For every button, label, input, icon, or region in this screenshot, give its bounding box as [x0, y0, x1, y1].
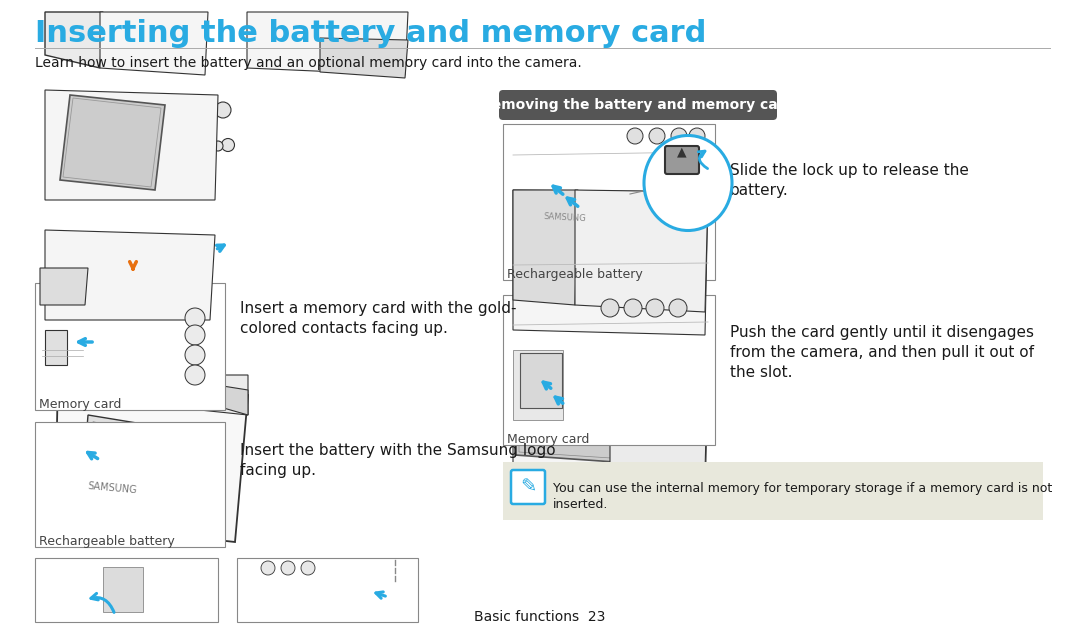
FancyBboxPatch shape: [35, 283, 225, 410]
Text: Memory card: Memory card: [507, 433, 590, 446]
Polygon shape: [575, 190, 708, 312]
Text: Rechargeable battery: Rechargeable battery: [507, 268, 643, 281]
Circle shape: [221, 139, 234, 151]
Circle shape: [215, 102, 231, 118]
Polygon shape: [80, 415, 210, 534]
Circle shape: [669, 299, 687, 317]
FancyBboxPatch shape: [237, 558, 418, 622]
Polygon shape: [40, 268, 87, 305]
Polygon shape: [45, 12, 103, 68]
Circle shape: [185, 308, 205, 328]
Circle shape: [646, 299, 664, 317]
Circle shape: [213, 141, 222, 151]
Text: ▲: ▲: [677, 146, 687, 159]
Text: Rechargeable battery: Rechargeable battery: [39, 535, 175, 548]
Text: SAMSUNG: SAMSUNG: [86, 481, 137, 495]
Text: colored contacts facing up.: colored contacts facing up.: [240, 321, 448, 336]
FancyBboxPatch shape: [35, 422, 225, 547]
Text: Basic functions  23: Basic functions 23: [474, 610, 606, 624]
Circle shape: [261, 561, 275, 575]
Text: ✎: ✎: [519, 478, 536, 496]
FancyBboxPatch shape: [35, 558, 218, 622]
Text: Inserting the battery and memory card: Inserting the battery and memory card: [35, 18, 706, 47]
Text: battery.: battery.: [730, 183, 788, 198]
Text: Removing the battery and memory card: Removing the battery and memory card: [482, 98, 795, 112]
Polygon shape: [185, 380, 248, 415]
Circle shape: [649, 128, 665, 144]
Polygon shape: [55, 375, 248, 542]
Text: Memory card: Memory card: [39, 398, 121, 411]
Circle shape: [689, 128, 705, 144]
FancyBboxPatch shape: [503, 295, 715, 445]
FancyBboxPatch shape: [503, 124, 715, 280]
Polygon shape: [320, 38, 408, 78]
Polygon shape: [85, 422, 205, 530]
Text: inserted.: inserted.: [553, 498, 608, 511]
FancyBboxPatch shape: [503, 462, 1043, 520]
FancyBboxPatch shape: [499, 90, 777, 120]
Circle shape: [185, 325, 205, 345]
Text: facing up.: facing up.: [240, 463, 316, 478]
Polygon shape: [513, 190, 578, 305]
Polygon shape: [247, 12, 408, 75]
Ellipse shape: [644, 135, 732, 231]
Circle shape: [301, 561, 315, 575]
Polygon shape: [45, 230, 215, 320]
Text: You can use the internal memory for temporary storage if a memory card is not: You can use the internal memory for temp…: [553, 482, 1052, 495]
Text: Insert a memory card with the gold-: Insert a memory card with the gold-: [240, 301, 516, 316]
FancyBboxPatch shape: [511, 470, 545, 504]
Text: Battery lock: Battery lock: [649, 202, 717, 212]
Circle shape: [185, 345, 205, 365]
Polygon shape: [515, 360, 618, 462]
Bar: [103, 567, 143, 612]
Circle shape: [627, 128, 643, 144]
Circle shape: [671, 128, 687, 144]
Text: Slide the lock up to release the: Slide the lock up to release the: [730, 163, 969, 178]
Circle shape: [185, 365, 205, 385]
Polygon shape: [513, 190, 708, 335]
Polygon shape: [45, 90, 218, 200]
Polygon shape: [55, 375, 248, 415]
Polygon shape: [60, 95, 165, 190]
Text: the slot.: the slot.: [730, 365, 793, 380]
Text: Insert the battery with the Samsung logo: Insert the battery with the Samsung logo: [240, 443, 555, 458]
Polygon shape: [610, 358, 708, 472]
Text: Learn how to insert the battery and an optional memory card into the camera.: Learn how to insert the battery and an o…: [35, 56, 582, 70]
Text: Push the card gently until it disengages: Push the card gently until it disengages: [730, 325, 1034, 340]
Text: SAMSUNG: SAMSUNG: [543, 212, 586, 224]
Polygon shape: [513, 355, 708, 506]
Circle shape: [281, 561, 295, 575]
Bar: [519, 353, 562, 408]
Polygon shape: [100, 12, 208, 75]
Text: from the camera, and then pull it out of: from the camera, and then pull it out of: [730, 345, 1034, 360]
Circle shape: [600, 299, 619, 317]
Bar: [45, 330, 67, 365]
Circle shape: [624, 299, 642, 317]
Bar: [513, 350, 563, 420]
FancyBboxPatch shape: [665, 146, 699, 174]
